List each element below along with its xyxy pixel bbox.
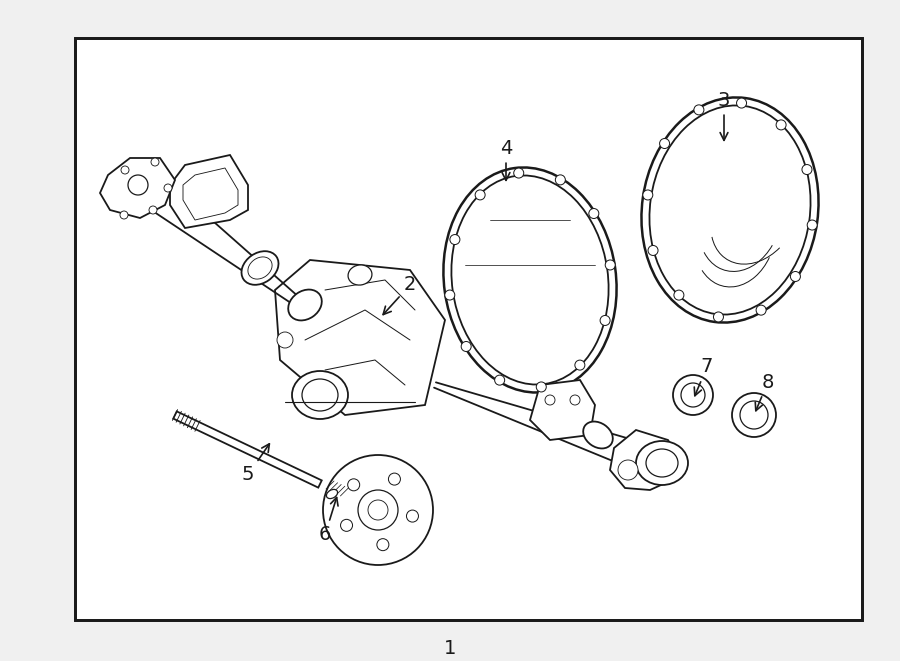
Ellipse shape — [575, 360, 585, 370]
Bar — [75, 38, 862, 620]
Ellipse shape — [444, 167, 616, 393]
Ellipse shape — [740, 401, 768, 429]
Ellipse shape — [776, 120, 786, 130]
Ellipse shape — [128, 175, 148, 195]
Ellipse shape — [642, 97, 819, 323]
Ellipse shape — [694, 105, 704, 115]
Ellipse shape — [570, 395, 580, 405]
Text: 6: 6 — [319, 498, 338, 545]
Ellipse shape — [660, 139, 670, 149]
Bar — [75, 38, 862, 620]
Ellipse shape — [461, 342, 472, 352]
Ellipse shape — [674, 290, 684, 300]
Ellipse shape — [121, 166, 129, 174]
Ellipse shape — [452, 175, 608, 385]
Ellipse shape — [648, 245, 658, 255]
Ellipse shape — [241, 251, 278, 285]
Text: 7: 7 — [694, 358, 713, 396]
Ellipse shape — [536, 382, 546, 392]
Ellipse shape — [802, 165, 812, 175]
Ellipse shape — [475, 190, 485, 200]
Ellipse shape — [368, 500, 388, 520]
Ellipse shape — [807, 220, 817, 230]
Ellipse shape — [292, 371, 348, 419]
Ellipse shape — [514, 168, 524, 178]
Ellipse shape — [646, 449, 678, 477]
Ellipse shape — [600, 315, 610, 325]
Polygon shape — [183, 168, 238, 220]
Text: 4: 4 — [500, 139, 512, 180]
Ellipse shape — [348, 265, 372, 285]
Ellipse shape — [358, 490, 398, 530]
Ellipse shape — [445, 290, 455, 300]
Ellipse shape — [589, 208, 598, 219]
Ellipse shape — [288, 290, 322, 321]
Polygon shape — [610, 430, 680, 490]
Text: 8: 8 — [755, 373, 774, 410]
Polygon shape — [100, 158, 175, 218]
Ellipse shape — [120, 211, 128, 219]
Ellipse shape — [340, 520, 353, 531]
Ellipse shape — [495, 375, 505, 385]
Text: 3: 3 — [718, 91, 730, 140]
Ellipse shape — [650, 105, 811, 315]
Ellipse shape — [450, 235, 460, 245]
Ellipse shape — [605, 260, 616, 270]
Text: 5: 5 — [242, 444, 269, 485]
Ellipse shape — [164, 184, 172, 192]
Text: 2: 2 — [383, 276, 416, 315]
Ellipse shape — [149, 206, 157, 214]
Polygon shape — [530, 380, 595, 440]
Ellipse shape — [583, 422, 613, 448]
Ellipse shape — [151, 158, 159, 166]
Ellipse shape — [736, 98, 747, 108]
Ellipse shape — [618, 460, 638, 480]
Ellipse shape — [327, 489, 338, 498]
Ellipse shape — [545, 395, 555, 405]
Ellipse shape — [714, 312, 724, 322]
Ellipse shape — [302, 379, 338, 411]
Ellipse shape — [248, 257, 272, 279]
Text: 1: 1 — [444, 639, 456, 658]
Ellipse shape — [636, 441, 688, 485]
Ellipse shape — [407, 510, 418, 522]
Ellipse shape — [681, 383, 705, 407]
Ellipse shape — [555, 175, 565, 185]
Ellipse shape — [732, 393, 776, 437]
Ellipse shape — [277, 332, 293, 348]
Polygon shape — [170, 155, 248, 228]
Ellipse shape — [389, 473, 400, 485]
Ellipse shape — [756, 305, 766, 315]
Ellipse shape — [790, 272, 800, 282]
Ellipse shape — [643, 190, 652, 200]
Polygon shape — [275, 260, 445, 415]
Polygon shape — [174, 411, 321, 488]
Ellipse shape — [347, 479, 360, 491]
Ellipse shape — [673, 375, 713, 415]
Ellipse shape — [377, 539, 389, 551]
Ellipse shape — [323, 455, 433, 565]
